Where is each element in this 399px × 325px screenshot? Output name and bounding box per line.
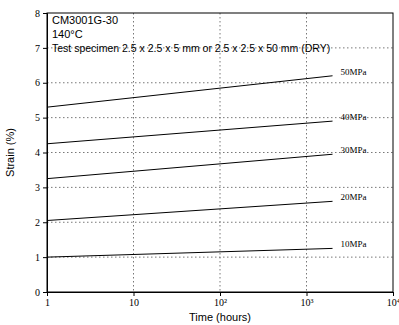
y-tick-mark <box>43 187 47 188</box>
grid-line <box>47 82 393 83</box>
title: CM3001G-30 <box>52 14 118 26</box>
series-line <box>47 248 333 257</box>
y-tick-label: 2 <box>35 217 40 228</box>
x-tick-label: 10⁴ <box>387 297 399 308</box>
y-tick: 3 <box>35 182 47 193</box>
y-tick: 5 <box>35 112 47 123</box>
plot: 11010²10³10⁴01234567850MPa40MPa30MPa20MP… <box>35 8 399 308</box>
y-tick: 0 <box>35 287 47 298</box>
series-line <box>47 154 333 178</box>
series-line <box>47 201 333 220</box>
y-tick-label: 6 <box>35 77 40 88</box>
lines <box>47 76 333 257</box>
y-axis-line <box>43 14 48 293</box>
x-axis-title: Time (hours) <box>189 311 251 323</box>
y-tick-label: 3 <box>35 182 40 193</box>
y-tick-label: 8 <box>35 8 40 19</box>
x-tick: 1 <box>45 292 50 308</box>
y-tick-label: 7 <box>35 43 40 54</box>
grid-line <box>47 257 393 258</box>
y-tick: 6 <box>35 77 47 88</box>
x-tick: 10⁴ <box>387 292 399 308</box>
y-tick-label: 5 <box>35 112 40 123</box>
series-line <box>47 121 333 144</box>
series-line <box>47 76 333 107</box>
grid-line <box>133 13 134 292</box>
x-tick-mark <box>134 292 135 296</box>
y-axis: 0 1 2 3 4 5 6 7 8 <box>35 8 48 298</box>
y-tick-label: 4 <box>35 147 40 158</box>
y-tick-mark <box>43 48 47 49</box>
y-tick-mark <box>43 222 47 223</box>
y-tick: 7 <box>35 43 47 54</box>
series-label: 10MPa <box>341 239 367 249</box>
plot-frame <box>47 13 393 292</box>
x-tick-label: 1 <box>45 297 50 308</box>
x-tick-label: 10² <box>214 297 227 308</box>
y-tick-mark <box>43 13 47 14</box>
subtitle: 140°C <box>52 28 83 40</box>
y-tick-mark <box>43 153 47 154</box>
y-tick: 1 <box>35 252 47 263</box>
x-tick: 10² <box>214 292 227 308</box>
grid-line <box>47 187 393 188</box>
annotation: Test specimen 2.5 x 2.5 x 5 mm or 2.5 x … <box>52 42 330 54</box>
y-tick-label: 0 <box>35 287 40 298</box>
y-tick: 4 <box>35 147 47 158</box>
y-axis-title: Strain (%) <box>4 128 16 177</box>
x-tick-mark <box>220 292 221 296</box>
series-label: 50MPa <box>341 67 367 77</box>
x-tick: 10 <box>129 292 139 308</box>
series-labels: 50MPa 40MPa 30MPa 20MPa 10MPa <box>341 67 367 250</box>
x-tick: 10³ <box>301 292 314 308</box>
grid-line <box>47 222 393 223</box>
x-tick-label: 10³ <box>301 297 314 308</box>
y-tick-mark <box>43 118 47 119</box>
y-tick: 2 <box>35 217 47 228</box>
series-label: 30MPa <box>341 145 367 155</box>
x-tick-mark <box>307 292 308 296</box>
series-label: 40MPa <box>341 112 367 122</box>
grid <box>47 13 393 292</box>
x-tick-label: 10 <box>129 297 139 308</box>
x-axis-line <box>48 293 394 297</box>
y-tick-mark <box>43 257 47 258</box>
y-tick-label: 1 <box>35 252 40 263</box>
x-tick-mark <box>393 292 394 296</box>
y-tick-mark <box>43 292 47 293</box>
grid-line <box>306 13 307 292</box>
y-tick: 8 <box>35 8 47 19</box>
y-tick-mark <box>43 83 47 84</box>
chart: 11010²10³10⁴01234567850MPa40MPa30MPa20MP… <box>0 0 399 325</box>
series-label: 20MPa <box>341 192 367 202</box>
x-axis: 1 10 10² 10³ 10⁴ <box>45 292 399 308</box>
